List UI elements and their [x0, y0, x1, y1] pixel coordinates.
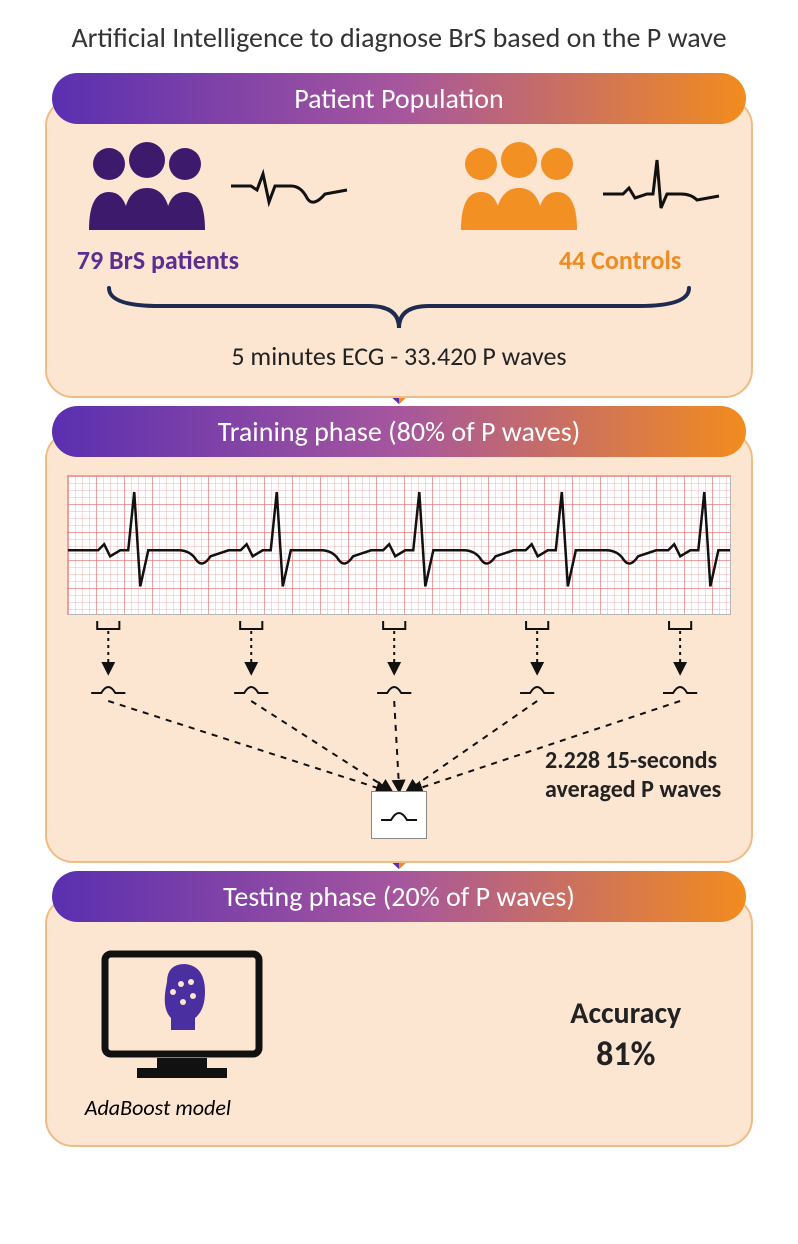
population-summary: 5 minutes ECG - 33.420 P waves	[77, 340, 721, 372]
accuracy-label: Accuracy	[570, 995, 681, 1032]
population-labels-row: 79 BrS patients 44 Controls	[77, 244, 721, 276]
ecg-icon-patients	[229, 150, 349, 220]
panel-population: 79 BrS patients 44 Controls 5 minutes EC…	[45, 98, 753, 398]
patients-group	[77, 140, 349, 230]
population-row	[77, 140, 721, 230]
patients-label: 79 BrS patients	[77, 244, 239, 276]
extraction-diagram: 2.228 15-seconds averaged P waves	[67, 615, 731, 845]
averaged-pwave-box	[371, 791, 427, 839]
curly-brace-icon	[99, 284, 699, 334]
ecg-strip	[67, 475, 731, 615]
panel-training: 2.228 15-seconds averaged P waves	[45, 431, 753, 863]
controls-group	[449, 140, 721, 230]
model-caption: AdaBoost model	[85, 1094, 267, 1121]
model-block: AdaBoost model	[77, 948, 267, 1121]
panel-testing: AdaBoost model Accuracy 81%	[45, 896, 753, 1147]
page-title: Artificial Intelligence to diagnose BrS …	[30, 20, 768, 55]
header-population: Patient Population	[52, 73, 746, 124]
training-note: 2.228 15-seconds averaged P waves	[545, 747, 721, 805]
header-testing: Testing phase (20% of P waves)	[52, 871, 746, 922]
training-note-text: 2.228 15-seconds averaged P waves	[545, 747, 721, 805]
accuracy-value: 81%	[570, 1034, 681, 1075]
monitor-icon	[97, 948, 267, 1088]
accuracy-block: Accuracy 81%	[570, 995, 681, 1075]
averaged-pwave-icon	[379, 800, 419, 830]
testing-row: AdaBoost model Accuracy 81%	[77, 938, 721, 1121]
controls-label: 44 Controls	[559, 244, 681, 276]
people-icon-patients	[77, 140, 217, 230]
people-icon-controls	[449, 140, 589, 230]
ecg-icon-controls	[601, 150, 721, 220]
header-training: Training phase (80% of P waves)	[52, 406, 746, 457]
ecg-trace	[68, 476, 730, 615]
